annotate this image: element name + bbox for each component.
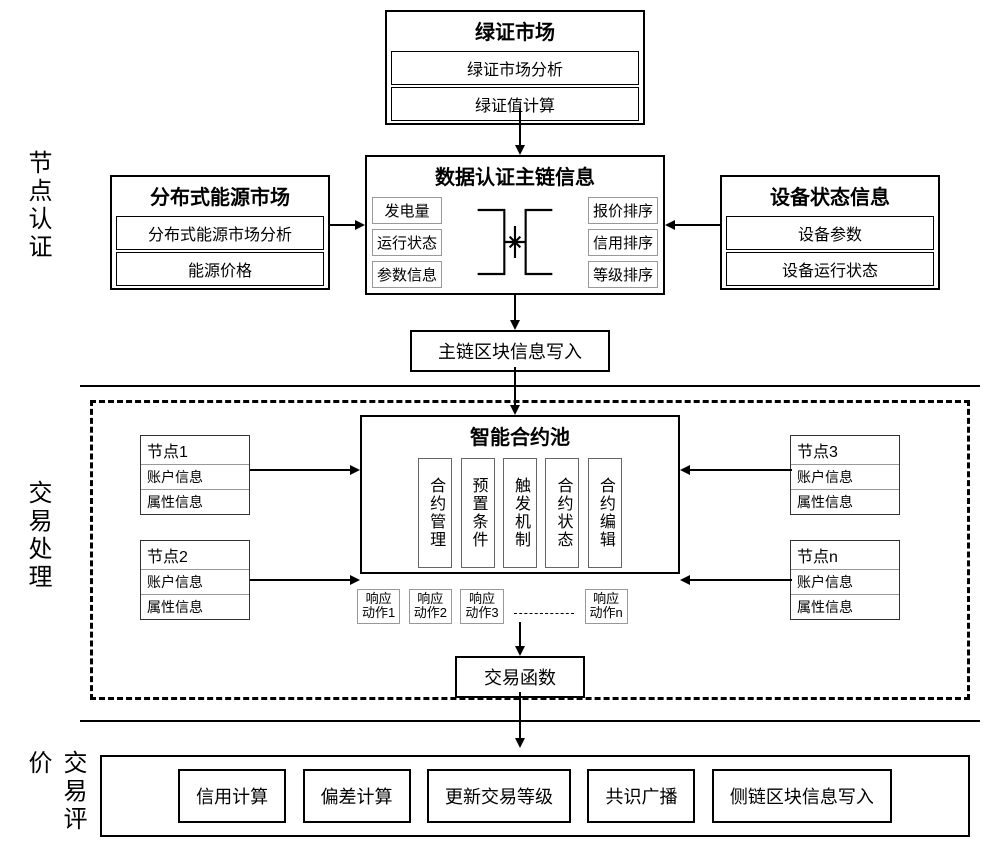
node2-attr: 属性信息 [141, 594, 249, 619]
dist-energy-box: 分布式能源市场 分布式能源市场分析 能源价格 [110, 175, 330, 290]
noden-acct: 账户信息 [791, 569, 899, 594]
main-chain-left2: 运行状态 [372, 229, 442, 256]
node3-box: 节点3 账户信息 属性信息 [790, 435, 900, 515]
resp2: 响应动作2 [409, 589, 452, 624]
contract-col1: 合约管理 [418, 458, 452, 568]
contract-col5: 合约编辑 [588, 458, 622, 568]
eval-container: 信用计算 偏差计算 更新交易等级 共识广播 侧链区块信息写入 [100, 755, 970, 837]
eval-b5: 侧链区块信息写入 [712, 769, 892, 823]
contract-col2: 预置条件 [461, 458, 495, 568]
noden-box: 节点n 账户信息 属性信息 [790, 540, 900, 620]
arrow-node2 [250, 570, 362, 590]
label-node-auth: 节点认证 [20, 150, 55, 262]
contract-col3: 触发机制 [503, 458, 537, 568]
contract-pool-box: 智能合约池 合约管理 预置条件 触发机制 合约状态 合约编辑 [360, 415, 680, 574]
node1-title: 节点1 [141, 436, 249, 464]
eval-b1: 信用计算 [178, 769, 286, 823]
resp3: 响应动作3 [460, 589, 503, 624]
arrow-noden [680, 570, 792, 590]
label-tx-process: 交易处理 [20, 480, 55, 592]
label-tx-eval: 交易评价 [20, 750, 90, 860]
node2-acct: 账户信息 [141, 569, 249, 594]
dist-energy-row1: 分布式能源市场分析 [116, 216, 324, 250]
arrow-resp-to-func [510, 622, 530, 658]
dist-energy-row2: 能源价格 [116, 252, 324, 286]
tx-func-text: 交易函数 [484, 668, 556, 688]
arrow-node1 [250, 460, 362, 480]
arrow-func-to-eval [510, 692, 530, 750]
node3-title: 节点3 [791, 436, 899, 464]
arrow-write-to-pool [505, 367, 525, 417]
device-status-title: 设备状态信息 [722, 177, 938, 214]
node3-attr: 属性信息 [791, 489, 899, 514]
arrow-green-to-main [510, 108, 530, 156]
arrow-main-to-write [505, 295, 525, 331]
node1-box: 节点1 账户信息 属性信息 [140, 435, 250, 515]
device-status-row2: 设备运行状态 [726, 252, 934, 286]
device-status-row1: 设备参数 [726, 216, 934, 250]
main-chain-title: 数据认证主链信息 [367, 157, 663, 194]
noden-attr: 属性信息 [791, 594, 899, 619]
node3-acct: 账户信息 [791, 464, 899, 489]
contract-pool-title: 智能合约池 [362, 417, 678, 454]
resp-dash [514, 613, 574, 614]
green-market-title: 绿证市场 [387, 12, 643, 49]
respn: 响应动作n [585, 589, 628, 624]
contract-col4: 合约状态 [545, 458, 579, 568]
device-status-box: 设备状态信息 设备参数 设备运行状态 [720, 175, 940, 290]
response-row: 响应动作1 响应动作2 响应动作3 响应动作n [355, 588, 690, 625]
arrow-dist-to-main [330, 215, 366, 235]
write-main-text: 主链区块信息写入 [438, 342, 582, 362]
main-chain-box: 数据认证主链信息 发电量 运行状态 参数信息 报价排序 信用排序 等级排序 [365, 155, 665, 295]
hr-bottom [80, 720, 980, 722]
node1-acct: 账户信息 [141, 464, 249, 489]
resp1: 响应动作1 [357, 589, 400, 624]
main-chain-right2: 信用排序 [588, 229, 658, 256]
eval-b2: 偏差计算 [303, 769, 411, 823]
main-chain-left1: 发电量 [372, 197, 442, 224]
arrow-device-to-main [665, 215, 721, 235]
arrow-node3 [680, 460, 792, 480]
main-chain-right3: 等级排序 [588, 261, 658, 288]
dist-energy-title: 分布式能源市场 [112, 177, 328, 214]
main-chain-diagram [443, 194, 587, 290]
write-main-box: 主链区块信息写入 [410, 330, 610, 372]
node1-attr: 属性信息 [141, 489, 249, 514]
eval-b3: 更新交易等级 [427, 769, 571, 823]
hr-top [80, 385, 980, 387]
noden-title: 节点n [791, 541, 899, 569]
eval-b4: 共识广播 [587, 769, 695, 823]
main-chain-right1: 报价排序 [588, 197, 658, 224]
node2-box: 节点2 账户信息 属性信息 [140, 540, 250, 620]
main-chain-left3: 参数信息 [372, 261, 442, 288]
green-market-row1: 绿证市场分析 [391, 51, 639, 85]
node2-title: 节点2 [141, 541, 249, 569]
